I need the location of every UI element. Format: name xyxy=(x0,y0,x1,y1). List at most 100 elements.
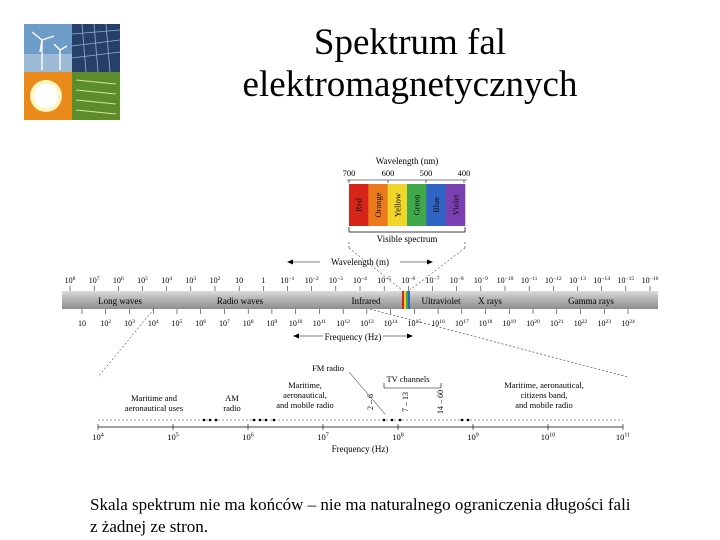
visible-tick-label: 600 xyxy=(382,168,395,178)
visible-band-label: Yellow xyxy=(392,192,402,217)
radio-use-label: Maritime, aeronautical,citizens band,and… xyxy=(504,380,584,410)
frequency-tick-label: 1020 xyxy=(526,319,540,328)
spectrum-region-label: Radio waves xyxy=(217,296,264,306)
visible-band xyxy=(426,184,446,226)
frequency-tick-label: 1015 xyxy=(408,319,422,328)
frequency-axis-label: Frequency (Hz) xyxy=(325,332,382,342)
spectrum-region-label: Long waves xyxy=(98,296,142,306)
wavelength-tick-label: 10−7 xyxy=(426,276,440,285)
wavelength-tick-label: 103 xyxy=(185,276,196,285)
band-marker xyxy=(214,418,218,422)
band-marker xyxy=(460,418,464,422)
em-spectrum-diagram: Wavelength (nm) 700 600 500 400 Red Orange Ye… xyxy=(62,156,659,454)
band-marker xyxy=(272,418,276,422)
frequency-tick-label: 1016 xyxy=(431,319,445,328)
visible-tick-label: 700 xyxy=(343,168,356,178)
frequency-tick-label: 1018 xyxy=(479,319,493,328)
frequency-tick-label: 1023 xyxy=(597,319,611,328)
tv-channel-range: 14 – 60 xyxy=(436,390,445,414)
detail-frequency-label: Frequency (Hz) xyxy=(332,444,389,454)
wavelength-tick-label: 106 xyxy=(113,276,124,285)
wavelength-tick-label: 10−16 xyxy=(642,276,659,285)
caption-line-2: z żadnej ze stron. xyxy=(90,517,208,536)
visible-tick-label: 400 xyxy=(458,168,471,178)
frequency-tick-label: 105 xyxy=(172,319,183,328)
tv-channel-range: 2 – 6 xyxy=(366,394,375,410)
frequency-tick-label: 1011 xyxy=(313,319,327,328)
spectrum-region-label: Ultraviolet xyxy=(422,296,461,306)
wavelength-tick-label: 10−6 xyxy=(401,276,415,285)
svg-text:and mobile radio: and mobile radio xyxy=(276,400,334,410)
frequency-tick-label: 1012 xyxy=(336,319,350,328)
detail-tick-label: 108 xyxy=(392,432,404,442)
page-title: Spektrum fal elektromagnetycznych xyxy=(130,22,690,106)
frequency-tick-label: 1014 xyxy=(384,319,398,328)
frequency-tick-label: 1017 xyxy=(455,319,469,328)
tv-channels-label: TV channels xyxy=(386,374,429,384)
visible-band-label: Blue xyxy=(431,197,441,213)
band-marker xyxy=(264,418,268,422)
svg-text:Maritime and: Maritime and xyxy=(131,393,178,403)
wavelength-tick-label: 107 xyxy=(89,276,100,285)
wavelength-tick-label: 10−10 xyxy=(497,276,514,285)
visible-band-label: Red xyxy=(354,197,364,211)
band-marker xyxy=(390,418,394,422)
detail-tick-label: 1010 xyxy=(541,432,555,442)
wavelength-tick-label: 10−1 xyxy=(281,276,295,285)
visible-band-label: Violet xyxy=(450,194,460,215)
wavelength-tick-label: 10−13 xyxy=(569,276,586,285)
frequency-tick-label: 1022 xyxy=(574,319,588,328)
visible-band xyxy=(407,184,427,226)
spectrum-region-label: X rays xyxy=(478,296,502,306)
renewable-energy-collage-icon xyxy=(24,24,120,120)
frequency-tick-label: 107 xyxy=(219,319,230,328)
spectrum-region-label: Gamma rays xyxy=(568,296,614,306)
wavelength-tick-label: 10−5 xyxy=(377,276,391,285)
svg-text:radio: radio xyxy=(223,403,240,413)
tv-channel-range: 7 – 13 xyxy=(401,392,410,412)
wavelength-tick-label: 10−2 xyxy=(305,276,319,285)
frequency-tick-label: 1013 xyxy=(360,319,374,328)
detail-tick-label: 1011 xyxy=(616,432,630,442)
svg-text:AM: AM xyxy=(225,393,239,403)
detail-tick-label: 107 xyxy=(317,432,329,442)
wavelength-axis-label: Wavelength (m) xyxy=(331,257,389,267)
wavelength-tick-label: 10−14 xyxy=(593,276,610,285)
wavelength-tick-label: 10−12 xyxy=(545,276,562,285)
frequency-tick-label: 1010 xyxy=(289,319,303,328)
band-marker xyxy=(208,418,212,422)
frequency-tick-label: 1024 xyxy=(621,319,635,328)
detail-tick-label: 105 xyxy=(167,432,179,442)
band-marker xyxy=(258,418,262,422)
band-marker xyxy=(398,418,402,422)
svg-text:Maritime, aeronautical,: Maritime, aeronautical, xyxy=(504,380,584,390)
spectrum-bar xyxy=(62,291,658,309)
visible-axis-label: Wavelength (nm) xyxy=(376,156,439,166)
wavelength-tick-label: 10−11 xyxy=(521,276,538,285)
frequency-tick-label: 108 xyxy=(243,319,254,328)
wavelength-tick-label: 10−9 xyxy=(474,276,488,285)
caption-line-1: Skala spektrum nie ma końców – nie ma na… xyxy=(90,495,631,514)
wavelength-tick-label: 10 xyxy=(235,276,243,285)
radio-use-label: Maritime,aeronautical,and mobile radio xyxy=(276,380,334,410)
wavelength-tick-label: 10−3 xyxy=(329,276,343,285)
wavelength-tick-label: 108 xyxy=(65,276,76,285)
frequency-tick-label: 103 xyxy=(124,319,135,328)
band-marker xyxy=(252,418,256,422)
wavelength-tick-label: 10−15 xyxy=(617,276,634,285)
visible-band xyxy=(368,184,388,226)
visible-band-label: Green xyxy=(412,194,422,216)
band-marker xyxy=(382,418,386,422)
spectrum-region-label: Infrared xyxy=(352,296,381,306)
detail-tick-label: 104 xyxy=(92,432,104,442)
wavelength-tick-label: 1 xyxy=(261,276,265,285)
wavelength-tick-label: 10−4 xyxy=(353,276,367,285)
svg-text:aeronautical uses: aeronautical uses xyxy=(125,403,183,413)
frequency-tick-label: 106 xyxy=(195,319,206,328)
wavelength-tick-label: 105 xyxy=(137,276,148,285)
frequency-tick-label: 102 xyxy=(100,319,111,328)
detail-tick-label: 106 xyxy=(242,432,254,442)
visible-tick-label: 500 xyxy=(420,168,433,178)
